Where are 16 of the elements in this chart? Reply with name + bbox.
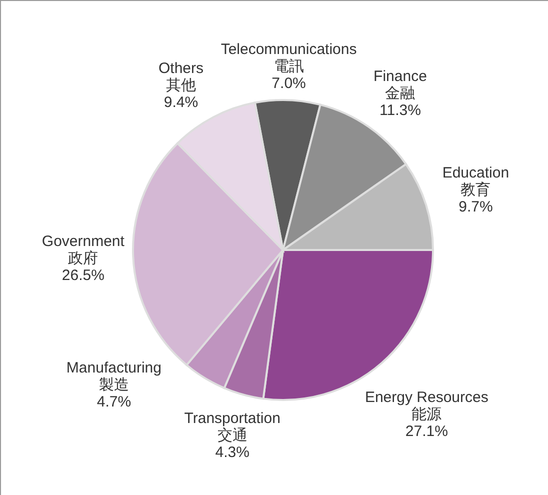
slice-label: Manufacturing 製造 [66, 359, 162, 394]
slice-label: Education 教育 [442, 164, 510, 198]
slice-label: Government 政府 [42, 233, 126, 268]
data-label: 7.0% [272, 75, 306, 92]
slice-label: Telecommunications 電訊 [220, 41, 357, 76]
slice-label: Energy Resources 能源 [364, 388, 488, 423]
data-label: 9.4% [164, 94, 198, 111]
data-label: 11.3% [380, 102, 421, 119]
slice-label: Finance 金融 [374, 68, 427, 102]
data-label: 26.5% [62, 267, 104, 284]
data-label: 9.7% [458, 198, 493, 216]
data-label: 4.7% [96, 393, 132, 410]
slice-label: Others 其他 [158, 60, 204, 94]
data-label: 4.3% [215, 444, 250, 462]
data-label: 27.1% [405, 422, 448, 440]
slice-label: Transportation 交通 [184, 410, 280, 444]
